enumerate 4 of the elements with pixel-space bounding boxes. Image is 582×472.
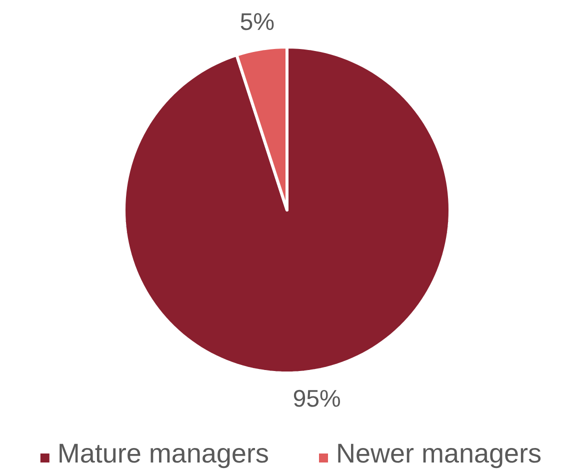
data-label: 5%: [240, 13, 274, 30]
legend-label: Mature managers: [60, 444, 268, 468]
legend-label: Newer managers: [338, 444, 541, 468]
data-label: 95%: [294, 390, 340, 407]
